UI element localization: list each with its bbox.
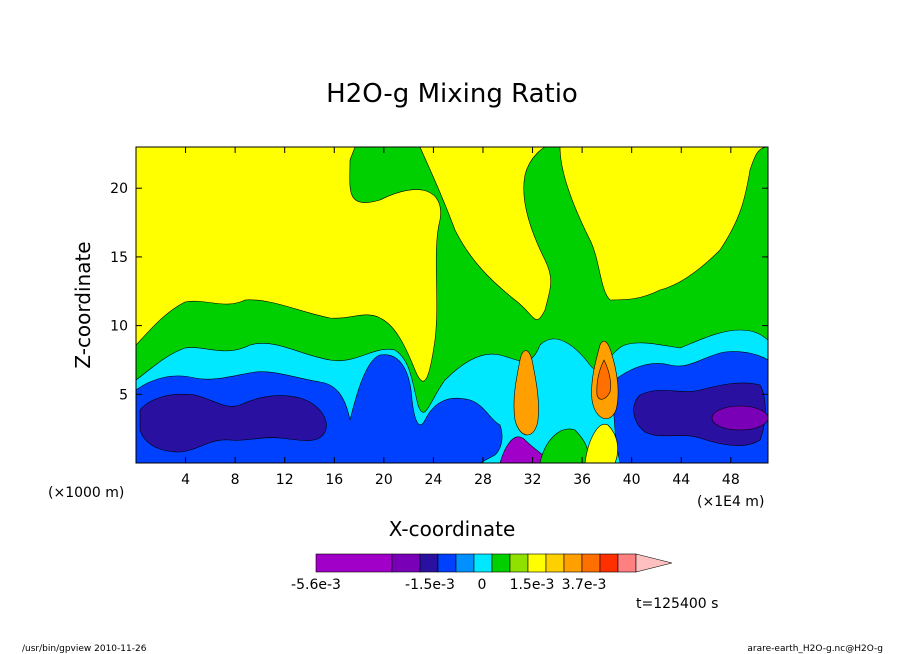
x-tick-label: 44: [672, 472, 690, 488]
colorbar-label: 0: [478, 577, 487, 593]
x-tick-label: 32: [524, 472, 542, 488]
colorbar-segment: [509, 553, 529, 573]
colorbar-segment: [581, 553, 601, 573]
y-tick-label: 15: [110, 250, 128, 266]
colorbar-segment: [491, 553, 511, 573]
contour-band-violet: [711, 405, 768, 431]
colorbar-label: -5.6e-3: [291, 577, 341, 593]
x-tick-label: 8: [231, 472, 240, 488]
x-tick-label: 20: [375, 472, 393, 488]
colorbar-segment: [599, 553, 619, 573]
y-tick-label: 20: [110, 181, 128, 197]
chart-title: H2O-g Mixing Ratio: [326, 79, 578, 109]
footer-left: /usr/bin/gpview 2010-11-26: [22, 644, 147, 654]
x-multiplier-label: (×1E4 m): [697, 494, 764, 510]
surface-yellow-patch: [584, 423, 618, 463]
convective-column-left: [513, 350, 539, 436]
colorbar-segment: [315, 553, 393, 573]
contour-band-darkblue-right: [633, 382, 766, 446]
x-tick-label: 12: [276, 472, 294, 488]
time-label: t=125400 s: [636, 596, 718, 612]
x-tick-label: 48: [722, 472, 740, 488]
colorbar-segment: [391, 553, 421, 573]
x-tick-label: 28: [474, 472, 492, 488]
colorbar-segment: [617, 553, 637, 573]
colorbar-segment: [527, 553, 547, 573]
x-tick-label: 16: [325, 472, 343, 488]
y-axis: 5 10 15 20: [110, 181, 768, 403]
x-unit-label: (×1000 m): [48, 485, 124, 501]
x-tick-label: 4: [181, 472, 190, 488]
x-tick-label: 36: [573, 472, 591, 488]
footer-right: arare-earth_H2O-g.nc@H2O-g: [747, 644, 883, 654]
convective-core-right: [596, 359, 611, 400]
colorbar-segment: [455, 553, 475, 573]
colorbar-label: -1.5e-3: [405, 577, 455, 593]
x-axis: 4 8 12 16 20 24 28 32 36 40 44 48: [181, 147, 740, 488]
colorbar-segment: [419, 553, 439, 573]
colorbar-segment: [563, 553, 583, 573]
x-tick-label: 40: [623, 472, 641, 488]
colorbar-arrow: [635, 553, 673, 573]
colorbar-label: 1.5e-3: [510, 577, 555, 593]
colorbar-labels: -5.6e-3 -1.5e-3 0 1.5e-3 3.7e-3: [291, 577, 606, 593]
plot-frame: [135, 146, 769, 464]
colorbar-label: 3.7e-3: [562, 577, 607, 593]
colorbar-segment: [473, 553, 493, 573]
contour-band-darkblue: [139, 393, 327, 453]
x-axis-label: X-coordinate: [389, 517, 516, 541]
colorbar-segment: [545, 553, 565, 573]
x-tick-label: 24: [424, 472, 442, 488]
y-tick-label: 10: [110, 319, 128, 335]
contour-field: [136, 147, 768, 463]
y-tick-label: 5: [119, 387, 128, 403]
y-axis-label: Z-coordinate: [71, 241, 95, 368]
colorbar: [315, 553, 673, 573]
colorbar-segment: [437, 553, 457, 573]
